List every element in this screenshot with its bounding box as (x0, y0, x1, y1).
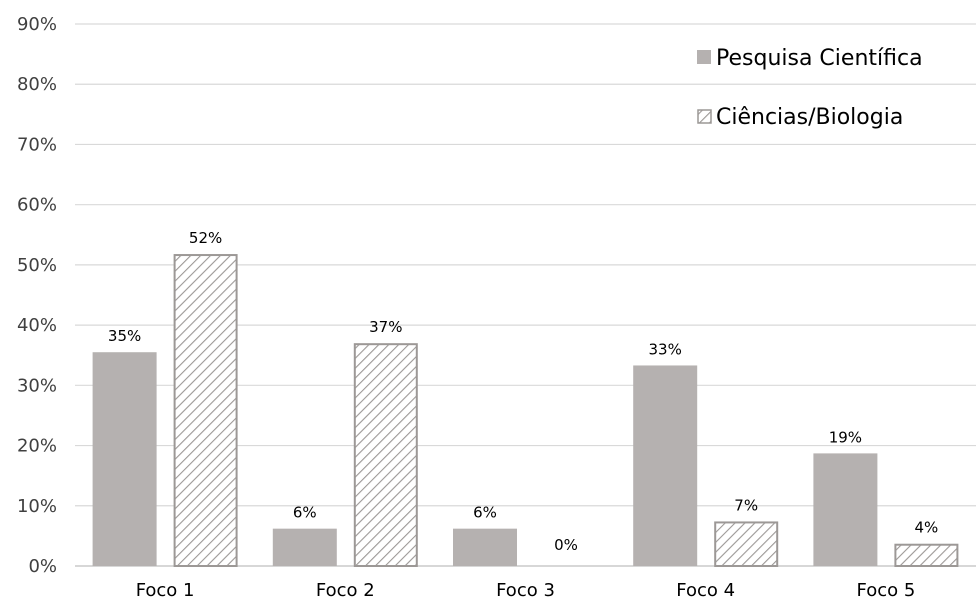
data-label: 7% (734, 496, 758, 514)
y-axis: 0% 10% 20% 30% 40% 50% 60% 70% 80% 90% (17, 14, 57, 577)
y-tick-label: 60% (17, 195, 57, 216)
data-label: 52% (189, 229, 222, 247)
category-label: Foco 5 (856, 580, 915, 601)
bar-ciencias-biologia (353, 343, 418, 567)
y-tick-label: 70% (17, 134, 57, 155)
bar-pesquisa-cientifica (813, 453, 878, 566)
bar-ciencias-biologia (173, 254, 238, 567)
bars (92, 254, 959, 567)
data-label: 6% (293, 504, 317, 522)
y-tick-label: 0% (28, 556, 57, 577)
data-label: 33% (649, 340, 682, 358)
category-label: Foco 1 (136, 580, 195, 601)
data-label: 0% (554, 536, 578, 554)
x-axis: Foco 1 Foco 2 Foco 3 Foco 4 Foco 5 (136, 580, 916, 601)
bar-pesquisa-cientifica (633, 365, 698, 566)
y-tick-label: 20% (17, 436, 57, 457)
data-label: 35% (108, 327, 141, 345)
bar-ciencias-biologia (894, 543, 959, 567)
category-label: Foco 2 (316, 580, 375, 601)
bar-pesquisa-cientifica (92, 352, 157, 566)
y-tick-label: 40% (17, 315, 57, 336)
data-label: 37% (369, 318, 402, 336)
bar-pesquisa-cientifica (453, 528, 517, 566)
legend-label: Pesquisa Científica (716, 46, 923, 71)
data-label: 6% (473, 504, 497, 522)
data-label: 19% (829, 428, 862, 446)
data-label: 4% (915, 519, 939, 537)
y-tick-label: 90% (17, 14, 57, 35)
category-label: Foco 4 (676, 580, 735, 601)
legend-swatch-hatched (697, 109, 712, 124)
y-tick-label: 80% (17, 74, 57, 95)
legend: Pesquisa Científica Ciências/Biologia (697, 46, 923, 130)
category-label: Foco 3 (496, 580, 555, 601)
y-tick-label: 10% (17, 496, 57, 517)
legend-label: Ciências/Biologia (716, 105, 903, 130)
bar-pesquisa-cientifica (272, 528, 337, 566)
data-labels: 35% 52% 6% 37% 6% 0% 33% 7% 19% 4% (108, 229, 938, 554)
bar-ciencias-biologia (714, 521, 779, 567)
y-tick-label: 50% (17, 255, 57, 276)
legend-swatch-solid (697, 50, 711, 64)
y-tick-label: 30% (17, 375, 57, 396)
